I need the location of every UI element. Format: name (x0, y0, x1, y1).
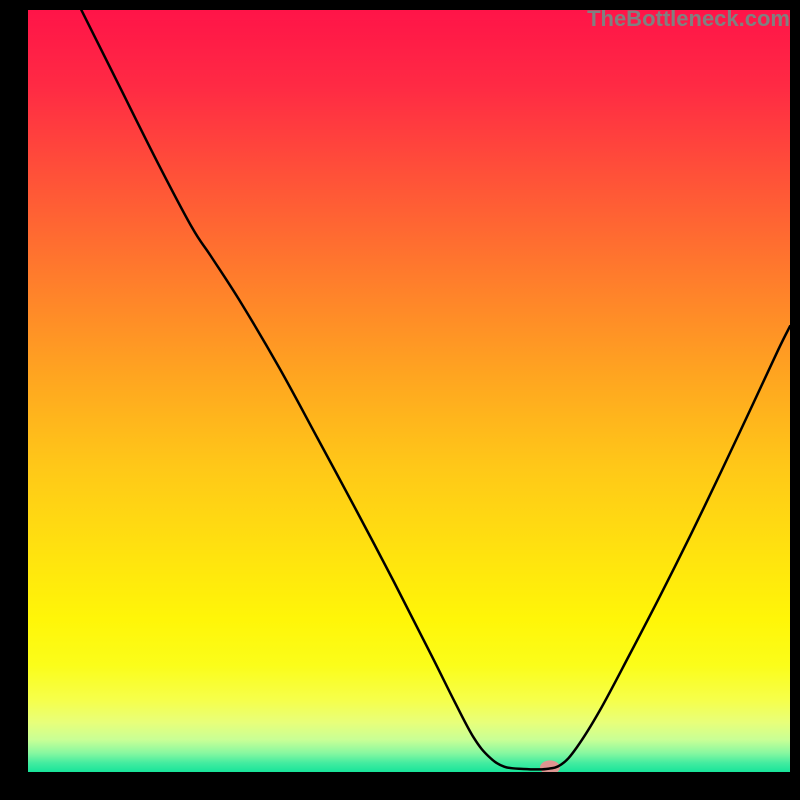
chart-container: TheBottleneck.com (0, 0, 800, 800)
gradient-background (28, 10, 790, 772)
chart-svg (28, 10, 790, 772)
plot-area (28, 10, 790, 772)
watermark-text: TheBottleneck.com (587, 6, 790, 32)
